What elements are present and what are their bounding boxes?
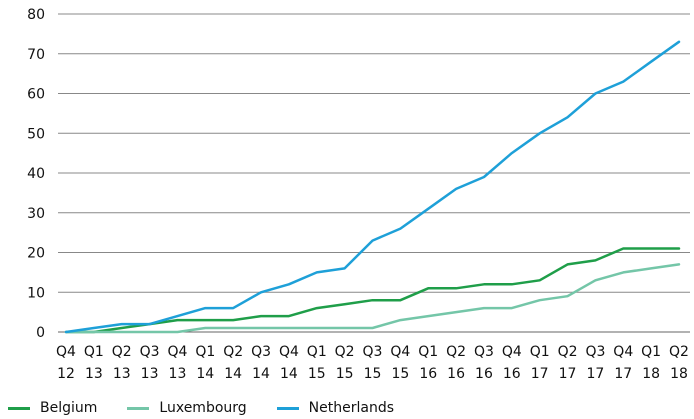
y-tick-label: 20 <box>27 246 45 262</box>
x-tick-label-quarter: Q1 <box>418 344 438 360</box>
x-tick-label-year: 17 <box>531 366 549 382</box>
x-tick-label-year: 18 <box>670 366 688 382</box>
x-tick-label-quarter: Q3 <box>251 344 271 360</box>
x-tick-label-quarter: Q4 <box>279 344 299 360</box>
x-tick-label-quarter: Q4 <box>167 344 187 360</box>
x-tick-label-quarter: Q1 <box>195 344 215 360</box>
x-tick-label-quarter: Q4 <box>56 344 76 360</box>
x-tick-label-year: 13 <box>85 366 103 382</box>
x-tick-label-year: 14 <box>252 366 270 382</box>
x-tick-label-year: 15 <box>308 366 326 382</box>
series-lines <box>64 40 681 334</box>
series-line-belgium <box>64 247 681 334</box>
x-tick-label-quarter: Q3 <box>585 344 605 360</box>
y-tick-label: 50 <box>27 126 45 142</box>
y-tick-label: 70 <box>27 47 45 63</box>
series-line-luxembourg <box>64 263 681 334</box>
y-tick-label: 10 <box>27 285 45 301</box>
x-tick-label-quarter: Q3 <box>474 344 494 360</box>
x-tick-label-year: 15 <box>391 366 409 382</box>
legend-swatch-netherlands <box>276 406 299 410</box>
legend-item-belgium: Belgium <box>8 400 97 416</box>
legend-swatch-luxembourg <box>127 406 150 410</box>
legend-item-netherlands: Netherlands <box>276 400 395 416</box>
legend-item-luxembourg: Luxembourg <box>127 400 247 416</box>
x-tick-label-year: 17 <box>559 366 577 382</box>
x-tick-label-quarter: Q3 <box>363 344 383 360</box>
y-gridlines <box>58 13 690 333</box>
x-tick-label-quarter: Q2 <box>335 344 355 360</box>
y-axis-tick-labels: 0 10 20 30 40 50 60 70 80 <box>27 7 45 341</box>
legend-label-luxembourg: Luxembourg <box>159 400 247 416</box>
x-tick-label-quarter: Q3 <box>140 344 160 360</box>
x-tick-label-year: 14 <box>196 366 214 382</box>
y-tick-label: 30 <box>27 206 45 222</box>
x-tick-label-year: 13 <box>169 366 187 382</box>
x-tick-label-quarter: Q2 <box>112 344 132 360</box>
x-tick-label-quarter: Q2 <box>446 344 466 360</box>
x-tick-label-year: 14 <box>224 366 242 382</box>
legend-swatch-belgium <box>8 406 30 410</box>
chart-legend: Belgium Luxembourg Netherlands <box>8 398 424 418</box>
x-tick-label-year: 13 <box>113 366 131 382</box>
x-tick-label-quarter: Q2 <box>669 344 689 360</box>
x-tick-label-quarter: Q4 <box>390 344 410 360</box>
y-tick-label: 60 <box>27 87 45 103</box>
x-axis-tick-labels: Q4 12 Q1 13 Q2 13 Q3 13 Q4 13 Q1 14 Q2 14 Q3 14 Q4 14 Q1 15… <box>56 344 689 382</box>
legend-label-netherlands: Netherlands <box>308 400 395 416</box>
x-tick-label-year: 17 <box>586 366 604 382</box>
x-tick-label-year: 15 <box>336 366 354 382</box>
line-chart: 0 10 20 30 40 50 60 70 80 Q4 12 Q1 13 Q2 13 Q3 13 Q4 13 Q1… <box>27 7 690 382</box>
x-tick-label-year: 17 <box>614 366 632 382</box>
x-tick-label-year: 16 <box>475 366 493 382</box>
x-tick-label-year: 13 <box>141 366 159 382</box>
x-tick-label-year: 18 <box>642 366 660 382</box>
x-tick-label-year: 16 <box>503 366 521 382</box>
x-tick-label-quarter: Q1 <box>530 344 550 360</box>
y-tick-label: 40 <box>27 166 45 182</box>
x-tick-label-quarter: Q4 <box>613 344 633 360</box>
x-tick-label-year: 16 <box>419 366 437 382</box>
x-tick-label-year: 15 <box>364 366 382 382</box>
x-tick-label-quarter: Q2 <box>558 344 578 360</box>
x-tick-label-quarter: Q1 <box>307 344 327 360</box>
y-tick-label: 0 <box>36 325 45 341</box>
x-tick-label-quarter: Q4 <box>502 344 522 360</box>
x-tick-label-year: 14 <box>280 366 298 382</box>
x-tick-label-quarter: Q1 <box>641 344 661 360</box>
series-line-netherlands <box>64 40 681 334</box>
y-tick-label: 80 <box>27 7 45 23</box>
legend-label-belgium: Belgium <box>40 400 98 416</box>
x-tick-label-quarter: Q2 <box>223 344 243 360</box>
x-tick-label-quarter: Q1 <box>84 344 104 360</box>
x-tick-label-year: 12 <box>57 366 75 382</box>
x-tick-label-year: 16 <box>447 366 465 382</box>
